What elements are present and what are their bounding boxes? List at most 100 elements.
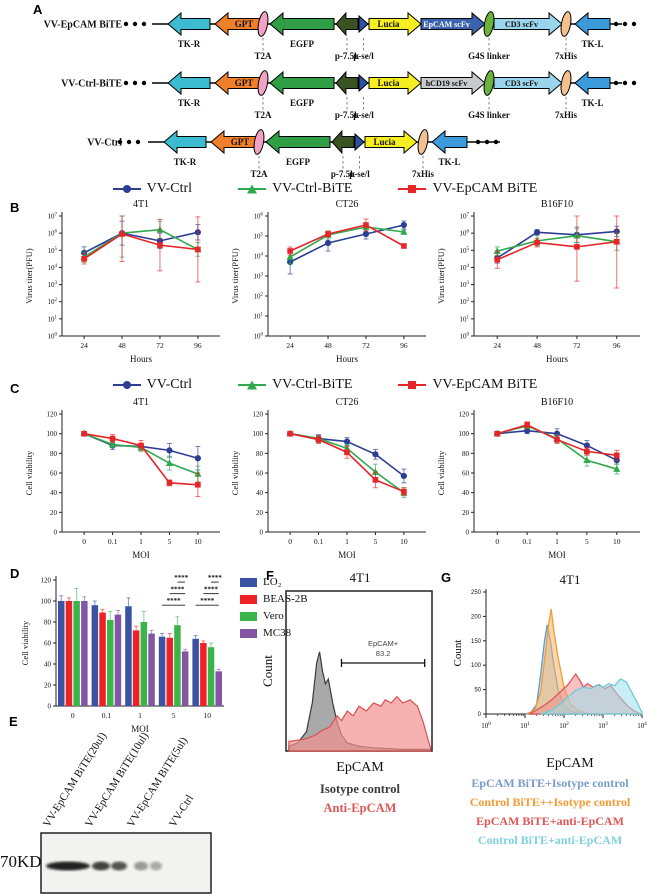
svg-text:10: 10 [400,537,408,546]
svg-text:103: 103 [459,280,469,289]
svg-text:101: 101 [459,314,469,323]
svg-text:107: 107 [459,212,469,221]
svg-text:0: 0 [260,529,264,537]
legend-item: Isotype control [320,782,400,796]
flow-histogram-f: Count EpCAM+83.2 [262,590,433,752]
svg-text:0.1: 0.1 [314,537,324,546]
svg-text:102: 102 [459,297,469,306]
svg-text:200: 200 [471,614,482,620]
svg-text:48: 48 [118,341,126,350]
svg-text:CT26: CT26 [336,397,359,408]
svg-text:1: 1 [345,537,349,546]
legend-item: VV-Ctrl [112,181,192,197]
svg-text:0: 0 [478,712,482,718]
svg-text:101: 101 [47,314,57,323]
svg-text:104: 104 [637,721,647,730]
svg-text:100: 100 [481,721,491,730]
svg-text:96: 96 [613,341,621,350]
svg-text:120: 120 [459,411,470,419]
svg-text:****: **** [167,597,182,605]
svg-text:83.2: 83.2 [376,649,391,658]
svg-text:0.1: 0.1 [102,711,112,720]
svg-text:103: 103 [253,272,263,281]
legend-item: VV-EpCAM BiTE [398,377,537,393]
svg-text:10: 10 [194,537,202,546]
svg-text:101: 101 [520,721,530,730]
svg-text:1: 1 [138,711,142,720]
svg-text:B16F10: B16F10 [541,199,573,210]
panel-g-title: 4T1 [559,572,581,587]
flow-histogram-g: 0 50 100 150 200 250 100 101 102 103 104 Count [452,589,647,730]
panel-f-xlabel: EpCAM [336,760,384,775]
svg-text:Virus titer(PFU): Virus titer(PFU) [436,248,446,304]
svg-text:****: **** [174,574,189,582]
svg-text:CD3 scFv: CD3 scFv [505,20,538,29]
svg-text:102: 102 [47,297,57,306]
svg-text:hCD19 scFv: hCD19 scFv [426,79,468,88]
panel-label-e: E [9,714,18,729]
svg-text:4T1: 4T1 [133,199,149,210]
svg-text:24: 24 [493,341,501,350]
svg-text:Cell viability: Cell viability [20,620,30,665]
svg-text:107: 107 [47,212,57,221]
chart-c-ct26: CT26 0 20 40 60 80 100 120 0 0.1 1 5 10 MOI Cell viabi… [230,397,426,560]
svg-text:104: 104 [459,263,469,272]
svg-text:0: 0 [466,529,470,537]
svg-text:B16F10: B16F10 [541,397,573,408]
svg-text:T2A: T2A [254,51,272,61]
svg-text:100: 100 [459,430,470,438]
svg-text:106: 106 [459,229,469,238]
panel-label-b: B [10,200,20,215]
svg-text:VV-Ctrl: VV-Ctrl [87,138,122,149]
panel-g-xlabel: EpCAM [546,756,594,771]
svg-text:80: 80 [50,450,58,458]
svg-text:24: 24 [80,341,88,350]
svg-text:105: 105 [459,246,469,255]
panel-f-title: 4T1 [349,570,371,585]
svg-text:48: 48 [533,341,541,350]
svg-text:150: 150 [471,639,482,645]
svg-text:80: 80 [462,450,470,458]
svg-text:Lucia: Lucia [377,19,400,29]
svg-text:5: 5 [172,711,176,720]
svg-text:EGFP: EGFP [290,98,315,108]
svg-text:0.1: 0.1 [108,537,118,546]
svg-text:****: **** [204,586,219,594]
svg-text:80: 80 [44,619,52,627]
molecular-weight-label: 70KD [0,852,42,871]
svg-text:106: 106 [47,229,57,238]
panel-label-a: A [33,2,43,17]
legend-item: EpCAM BiTE+Isotype control [471,776,629,790]
chart-b-b16f10: B16F10 100 101 102 103 104 105 106 107 24 48 72 96 Ho… [436,199,640,364]
svg-text:GPT: GPT [235,78,254,88]
svg-text:Cell viability: Cell viability [436,450,446,495]
legend-panel-g: EpCAM BiTE+Isotype control Control BiTE++… [450,776,650,848]
svg-text:Hours: Hours [546,354,568,364]
svg-text:MOI: MOI [338,550,356,560]
blot-lane-label: VV-Ctrl [166,792,197,830]
svg-text:p-7.5k: p-7.5k [331,169,355,179]
svg-text:MOI: MOI [132,550,150,560]
svg-text:0: 0 [48,703,52,711]
svg-text:120: 120 [41,577,52,585]
svg-text:****: **** [208,574,223,582]
svg-text:p-7.5k: p-7.5k [335,110,359,120]
svg-text:****: **** [170,586,185,594]
svg-text:96: 96 [400,341,408,350]
svg-text:100: 100 [253,332,263,341]
svg-text:72: 72 [573,341,581,350]
svg-text:103: 103 [47,280,57,289]
svg-text:EpCAM scFv: EpCAM scFv [423,20,469,29]
legend-item: MC38 [240,627,308,639]
panel-label-g: G [441,570,452,585]
legend-item: VV-Ctrl-BiTE [238,377,352,393]
svg-text:96: 96 [194,341,202,350]
svg-text:40: 40 [462,489,470,497]
svg-text:TK-R: TK-R [178,39,201,49]
svg-text:0.1: 0.1 [522,537,532,546]
svg-text:TK-R: TK-R [178,98,201,108]
svg-text:7xHis: 7xHis [412,169,435,179]
svg-text:102: 102 [253,292,263,301]
svg-text:40: 40 [50,489,58,497]
